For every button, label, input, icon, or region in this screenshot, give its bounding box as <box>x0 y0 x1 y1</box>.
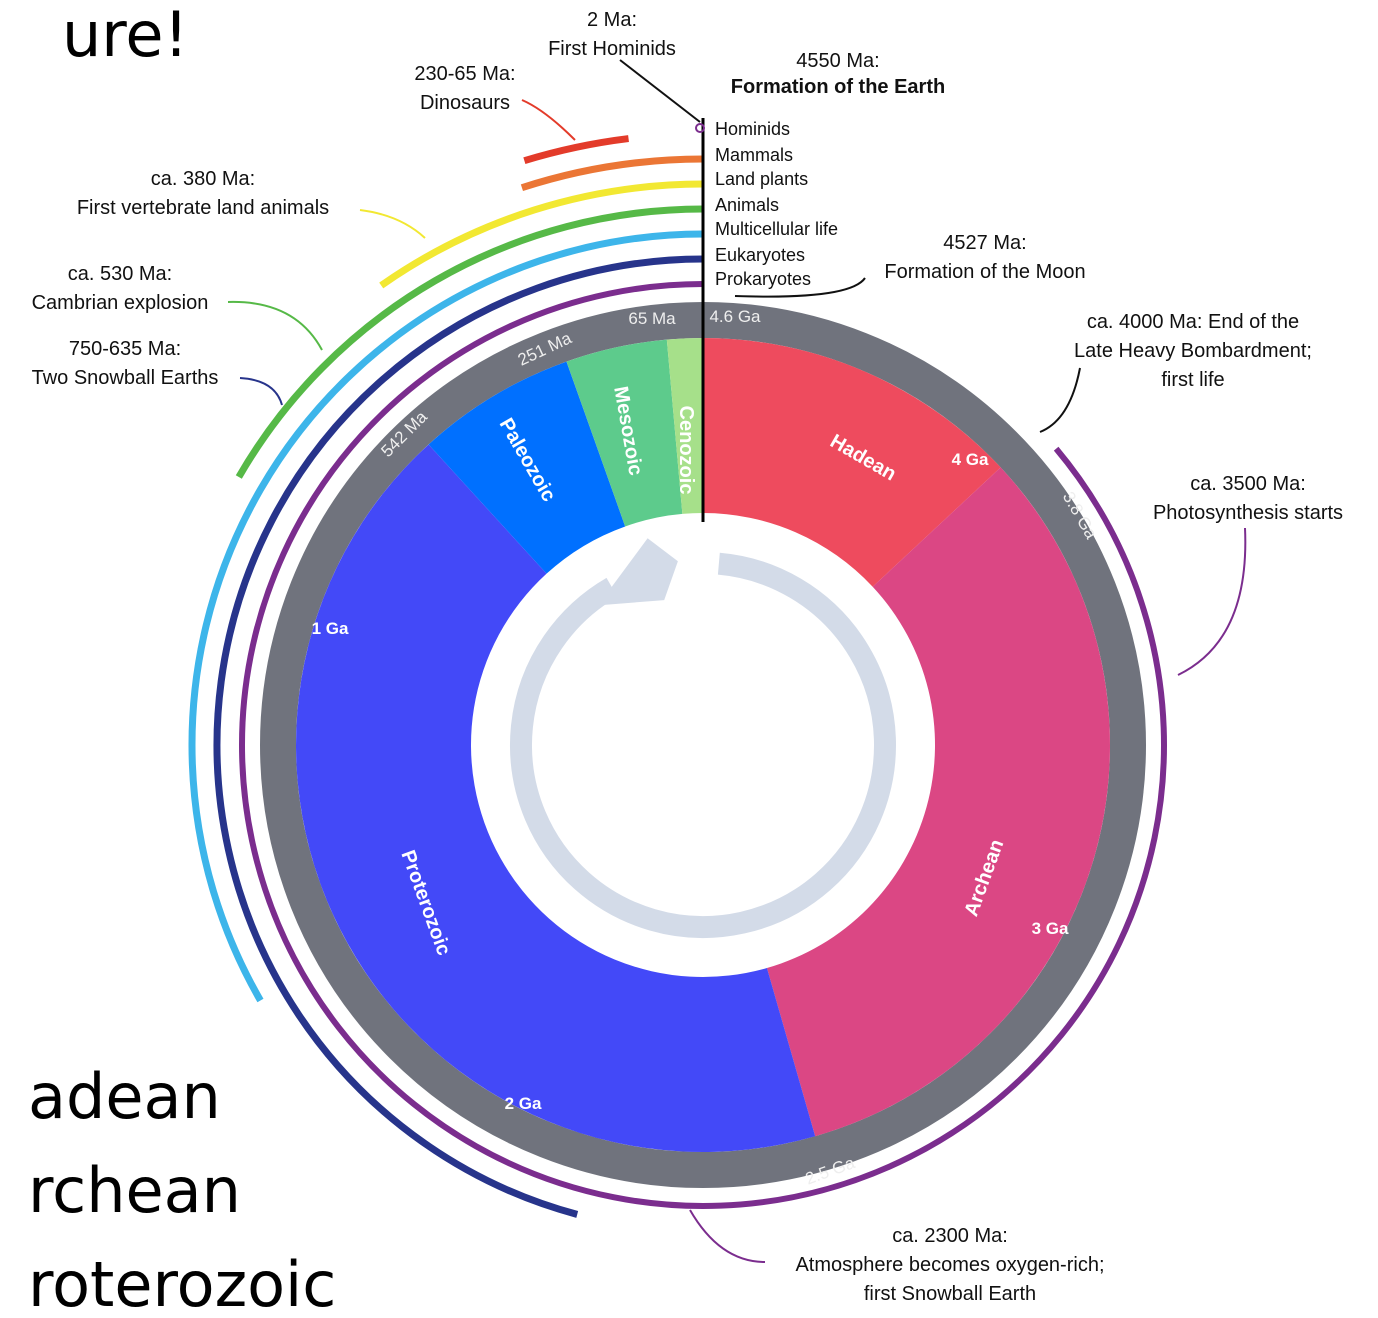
event-label: 230-65 Ma: <box>414 63 515 85</box>
life-arc <box>235 205 704 479</box>
time-mark: 4.6 Ga <box>709 307 761 326</box>
event-label: ca. 530 Ma: <box>68 263 173 285</box>
leader <box>734 277 866 298</box>
event-label: first Snowball Earth <box>864 1283 1036 1305</box>
event-label: 750-635 Ma: <box>69 338 181 360</box>
time-mark: 65 Ma <box>628 309 676 328</box>
bullet: roterozoic <box>28 1248 336 1318</box>
leader <box>619 59 701 123</box>
time-mark: 1 Ga <box>312 619 349 638</box>
life-arc <box>213 255 704 1218</box>
event-label: Two Snowball Earths <box>32 367 219 389</box>
leader <box>521 99 576 141</box>
legend-item: Eukaryotes <box>715 245 805 265</box>
legend-item: Prokaryotes <box>715 269 811 289</box>
legend-item: Multicellular life <box>715 219 838 239</box>
event-label: Formation of the Earth <box>731 76 945 98</box>
event-label: Atmosphere becomes oxygen-rich; <box>795 1254 1104 1276</box>
event-label: 2 Ma: <box>587 9 637 31</box>
division-wedge <box>428 361 626 574</box>
life-arc <box>239 281 1168 1209</box>
legend-item: Mammals <box>715 145 793 165</box>
event-label: Dinosaurs <box>420 92 510 114</box>
division-wedge <box>666 338 703 514</box>
bullet: adean <box>28 1060 221 1133</box>
division-wedge <box>296 444 816 1152</box>
life-arc <box>523 135 629 165</box>
cycle-arrowhead <box>598 538 678 606</box>
event-label: 4527 Ma: <box>943 232 1026 254</box>
event-label: ca. 380 Ma: <box>151 168 256 190</box>
event-label: First Hominids <box>548 38 676 60</box>
leader <box>1177 527 1247 676</box>
time-mark: 4 Ga <box>952 450 989 469</box>
event-label: first life <box>1161 369 1224 391</box>
time-mark: 2 Ga <box>505 1094 542 1113</box>
division-wedge <box>703 338 1001 587</box>
cycle-arrow <box>510 552 896 938</box>
life-arc <box>520 155 704 192</box>
event-label: ca. 2300 Ma: <box>892 1225 1008 1247</box>
legend-item: Hominids <box>715 119 790 139</box>
division-label: Cenozoic <box>675 406 697 495</box>
slide-title: ure! <box>62 0 188 71</box>
life-arc <box>188 230 704 1003</box>
hominids-mark <box>695 123 705 133</box>
division-wedge <box>566 339 683 527</box>
time-mark: 3 Ga <box>1032 919 1069 938</box>
division-wedge <box>766 467 1110 1137</box>
leader <box>689 1209 766 1263</box>
legend-item: Land plants <box>715 169 808 189</box>
event-label: ca. 4000 Ma: End of the <box>1087 311 1299 333</box>
leader <box>359 209 426 239</box>
bullet: rchean <box>28 1154 241 1227</box>
event-label: Formation of the Moon <box>884 261 1085 283</box>
event-label: Late Heavy Bombardment; <box>1074 340 1312 362</box>
life-arc <box>379 180 704 289</box>
event-label: ca. 3500 Ma: <box>1190 473 1306 495</box>
events: 2 Ma: First Hominids 4550 Ma: Formation of … <box>32 9 1343 1305</box>
rings <box>188 135 1168 1218</box>
event-label: First vertebrate land animals <box>77 197 329 219</box>
event-label: Cambrian explosion <box>32 292 209 314</box>
event-label: 4550 Ma: <box>796 50 879 72</box>
event-label: Photosynthesis starts <box>1153 502 1343 524</box>
leader <box>239 377 283 406</box>
leader <box>227 300 323 351</box>
leader <box>1039 367 1081 433</box>
legend-item: Animals <box>715 195 779 215</box>
